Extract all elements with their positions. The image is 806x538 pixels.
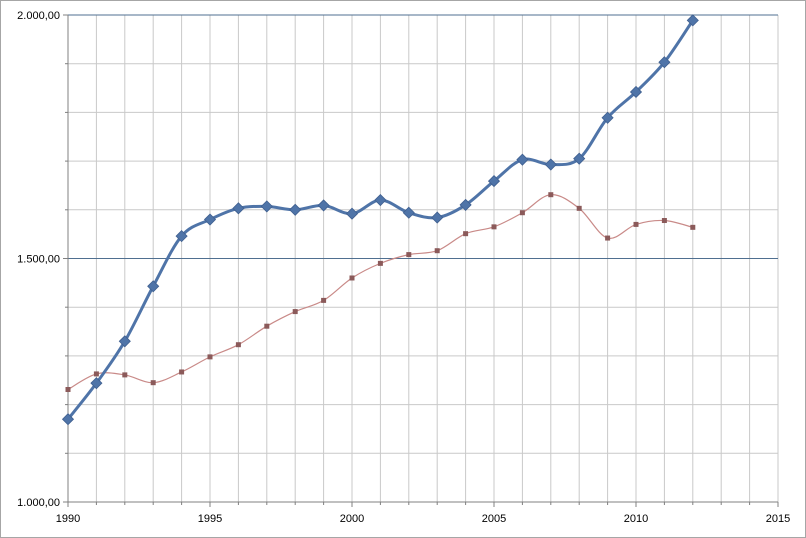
x-tick-label: 2010 [624,513,648,525]
square-marker [690,224,696,230]
x-tick-label: 2000 [340,513,364,525]
square-marker [576,205,582,211]
y-tick-label: 2.000,00 [17,10,60,22]
x-tick-label: 2015 [766,513,790,525]
square-marker [349,275,355,281]
grid-lines [68,14,779,502]
x-tick-label: 2005 [482,513,506,525]
series-1 [61,14,699,426]
diamond-marker [658,56,671,69]
diamond-marker [601,111,614,124]
diamond-marker [573,152,586,165]
diamond-marker [203,213,217,226]
y-tick-label: 1.500,00 [17,254,60,266]
square-marker [65,387,71,393]
diamond-marker [516,153,529,166]
square-marker [93,371,99,377]
diamond-marker [232,202,245,215]
square-marker [605,235,611,241]
diamond-marker [629,85,643,99]
diamond-marker [175,230,188,243]
square-marker [235,342,241,348]
diamond-marker [459,198,472,211]
square-marker [150,380,156,386]
series-2 [65,192,696,393]
x-tick-label: 1995 [198,513,222,525]
diamond-marker [260,200,273,213]
diamond-marker [544,158,557,171]
square-marker [491,224,497,230]
diamond-marker [118,335,131,348]
square-marker [633,221,639,227]
diamond-marker [90,377,103,390]
square-marker [264,323,270,329]
diamond-marker [61,413,75,426]
square-marker [548,192,554,198]
x-tick-label: 1990 [56,513,80,525]
y-tick-label: 1.000,00 [17,497,60,509]
diamond-marker [147,280,160,293]
diamond-marker [431,211,444,224]
square-marker [434,248,440,254]
diamond-marker [317,199,330,212]
square-marker [463,231,469,237]
square-marker [519,210,525,216]
diamond-marker [345,207,359,220]
series [61,14,699,426]
square-marker [292,309,298,315]
diamond-marker [289,203,302,216]
diamond-marker [402,206,415,219]
axes [63,14,779,507]
square-marker [321,297,327,303]
square-marker [179,369,185,375]
square-marker [406,252,412,258]
diamond-marker [374,193,387,207]
diamond-marker [686,14,699,27]
diamond-marker [487,175,501,188]
square-marker [661,218,667,224]
tick-labels: 1990 1995 2000 2005 2010 2015 1.000,00 1.500,00… [17,10,790,525]
square-marker [377,260,383,266]
square-marker [207,354,213,360]
square-marker [122,372,128,378]
